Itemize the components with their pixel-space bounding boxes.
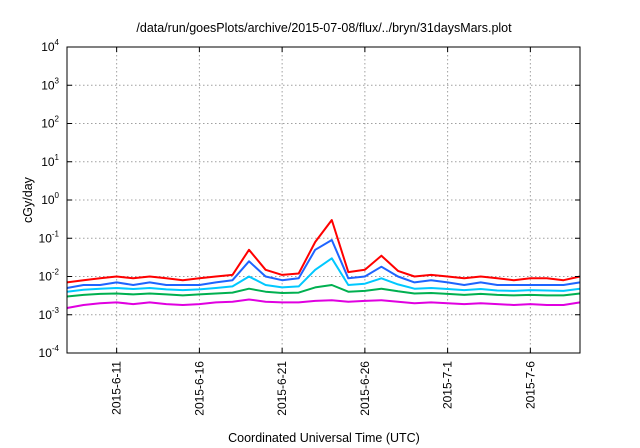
x-tick-label: 2015-6-26	[358, 361, 372, 416]
y-tick-label: 100	[41, 191, 59, 207]
y-tick-label: 101	[41, 153, 59, 169]
plot-frame	[66, 46, 581, 354]
y-axis: 10-4 10-3 10-2 10-1 100 101 102 103 104	[39, 38, 580, 360]
y-tick-label: 10-2	[39, 268, 60, 284]
series-line-1	[66, 219, 581, 284]
x-tick-label: 2015-7-6	[523, 361, 537, 409]
x-tick-label: 2015-6-21	[275, 361, 289, 416]
series-line-5	[66, 298, 581, 309]
x-tick-label: 2015-6-16	[192, 361, 206, 416]
series-line-3	[66, 257, 581, 293]
series-line-2	[66, 239, 581, 289]
y-axis-label: cGy/day	[21, 176, 35, 223]
series-group	[66, 219, 581, 309]
y-tick-label: 102	[41, 115, 59, 131]
x-tick-label: 2015-6-11	[110, 361, 124, 415]
y-tick-label: 104	[41, 38, 59, 54]
x-axis: 2015-6-11 2015-6-16 2015-6-21 2015-6-26 2015…	[110, 47, 537, 416]
series-line-4	[66, 284, 581, 298]
x-axis-label: Coordinated Universal Time (UTC)	[228, 431, 420, 445]
y-tick-label: 10-3	[39, 306, 60, 322]
y-tick-label: 103	[41, 76, 59, 92]
x-tick-label: 2015-7-1	[441, 361, 455, 409]
chart-title: /data/run/goesPlots/archive/2015-07-08/f…	[136, 21, 512, 35]
y-tick-label: 10-1	[39, 229, 60, 245]
y-tick-label: 10-4	[39, 344, 60, 360]
grid	[67, 47, 580, 353]
